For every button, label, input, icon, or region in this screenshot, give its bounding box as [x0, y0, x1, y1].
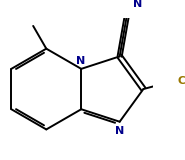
Text: Cl: Cl [177, 76, 185, 86]
Text: N: N [115, 126, 124, 136]
Text: N: N [133, 0, 142, 9]
Text: N: N [76, 56, 85, 66]
